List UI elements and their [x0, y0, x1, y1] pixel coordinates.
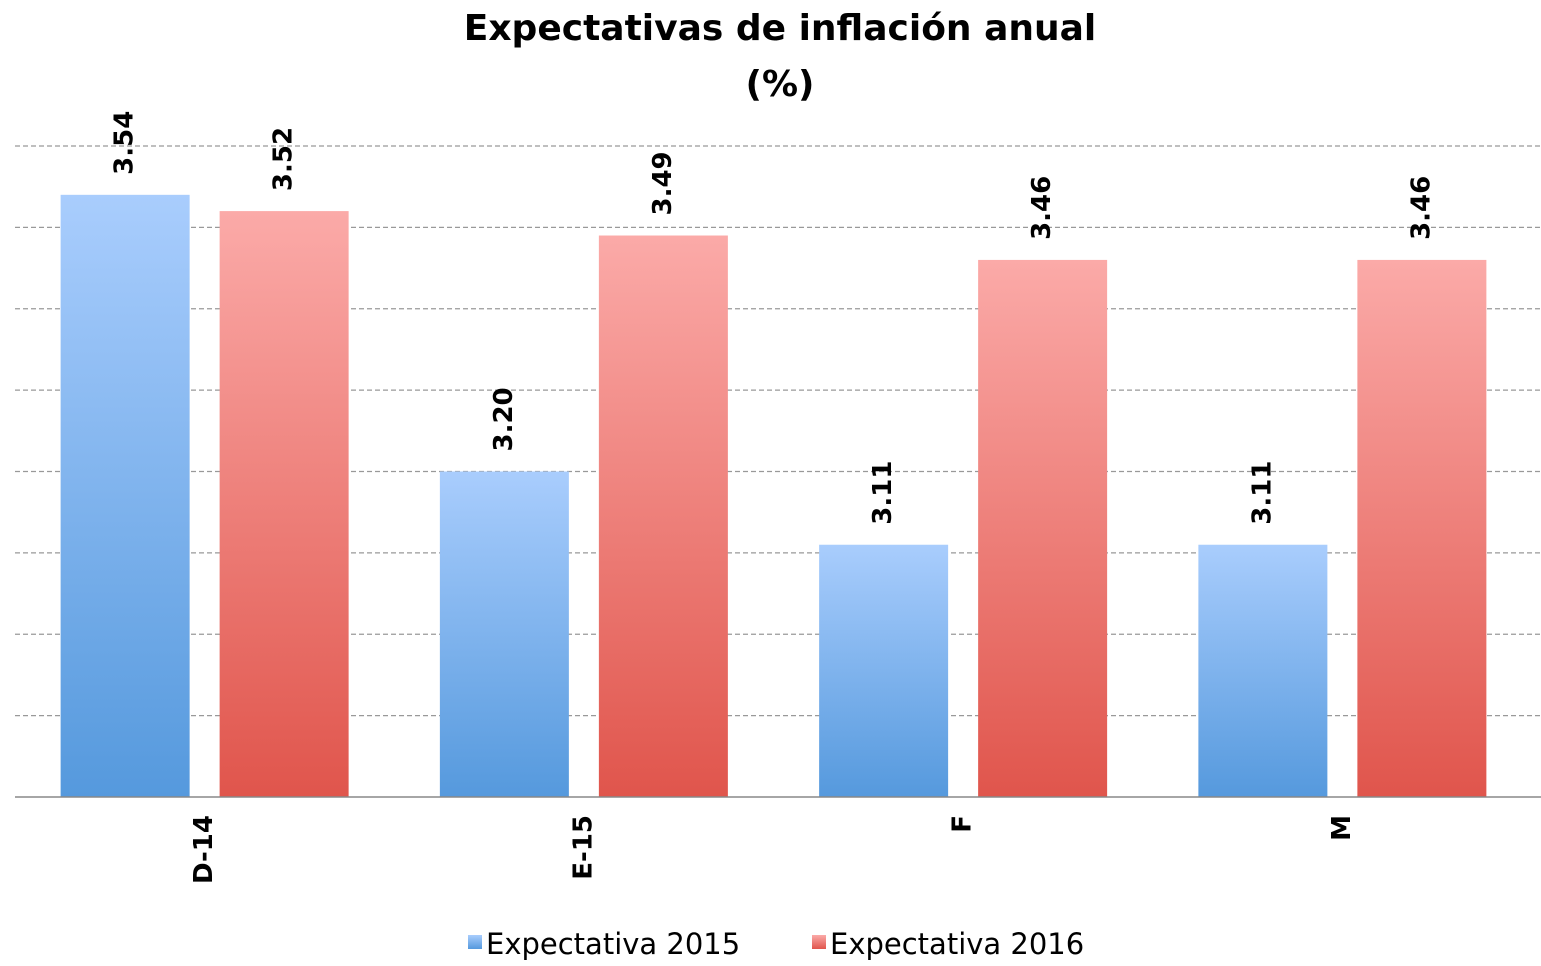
value-label: 3.46	[1027, 176, 1057, 240]
value-label: 3.54	[110, 111, 140, 175]
value-label: 3.11	[868, 461, 898, 525]
bar	[1357, 259, 1487, 797]
bar	[978, 259, 1108, 797]
value-label: 3.11	[1247, 461, 1277, 525]
x-tick-label: E-15	[568, 815, 598, 880]
x-tick-label: D-14	[189, 815, 219, 884]
bar	[219, 211, 349, 798]
chart-subtitle: (%)	[746, 64, 815, 105]
bar	[60, 194, 190, 797]
chart-title: Expectativas de inflación anual	[464, 8, 1097, 49]
x-tick-label: M	[1327, 815, 1357, 841]
bar	[598, 235, 728, 797]
value-label: 3.20	[489, 387, 519, 451]
legend-label: Expectativa 2016	[830, 927, 1084, 961]
value-label: 3.49	[648, 151, 678, 215]
legend-label: Expectativa 2015	[486, 927, 740, 961]
x-tick-label: F	[948, 815, 978, 833]
bar	[819, 544, 949, 797]
bar	[439, 471, 569, 797]
legend-swatch	[812, 935, 826, 949]
value-label: 3.46	[1406, 176, 1436, 240]
value-label: 3.52	[269, 127, 299, 191]
legend-swatch	[468, 935, 482, 949]
bar	[1198, 544, 1328, 797]
